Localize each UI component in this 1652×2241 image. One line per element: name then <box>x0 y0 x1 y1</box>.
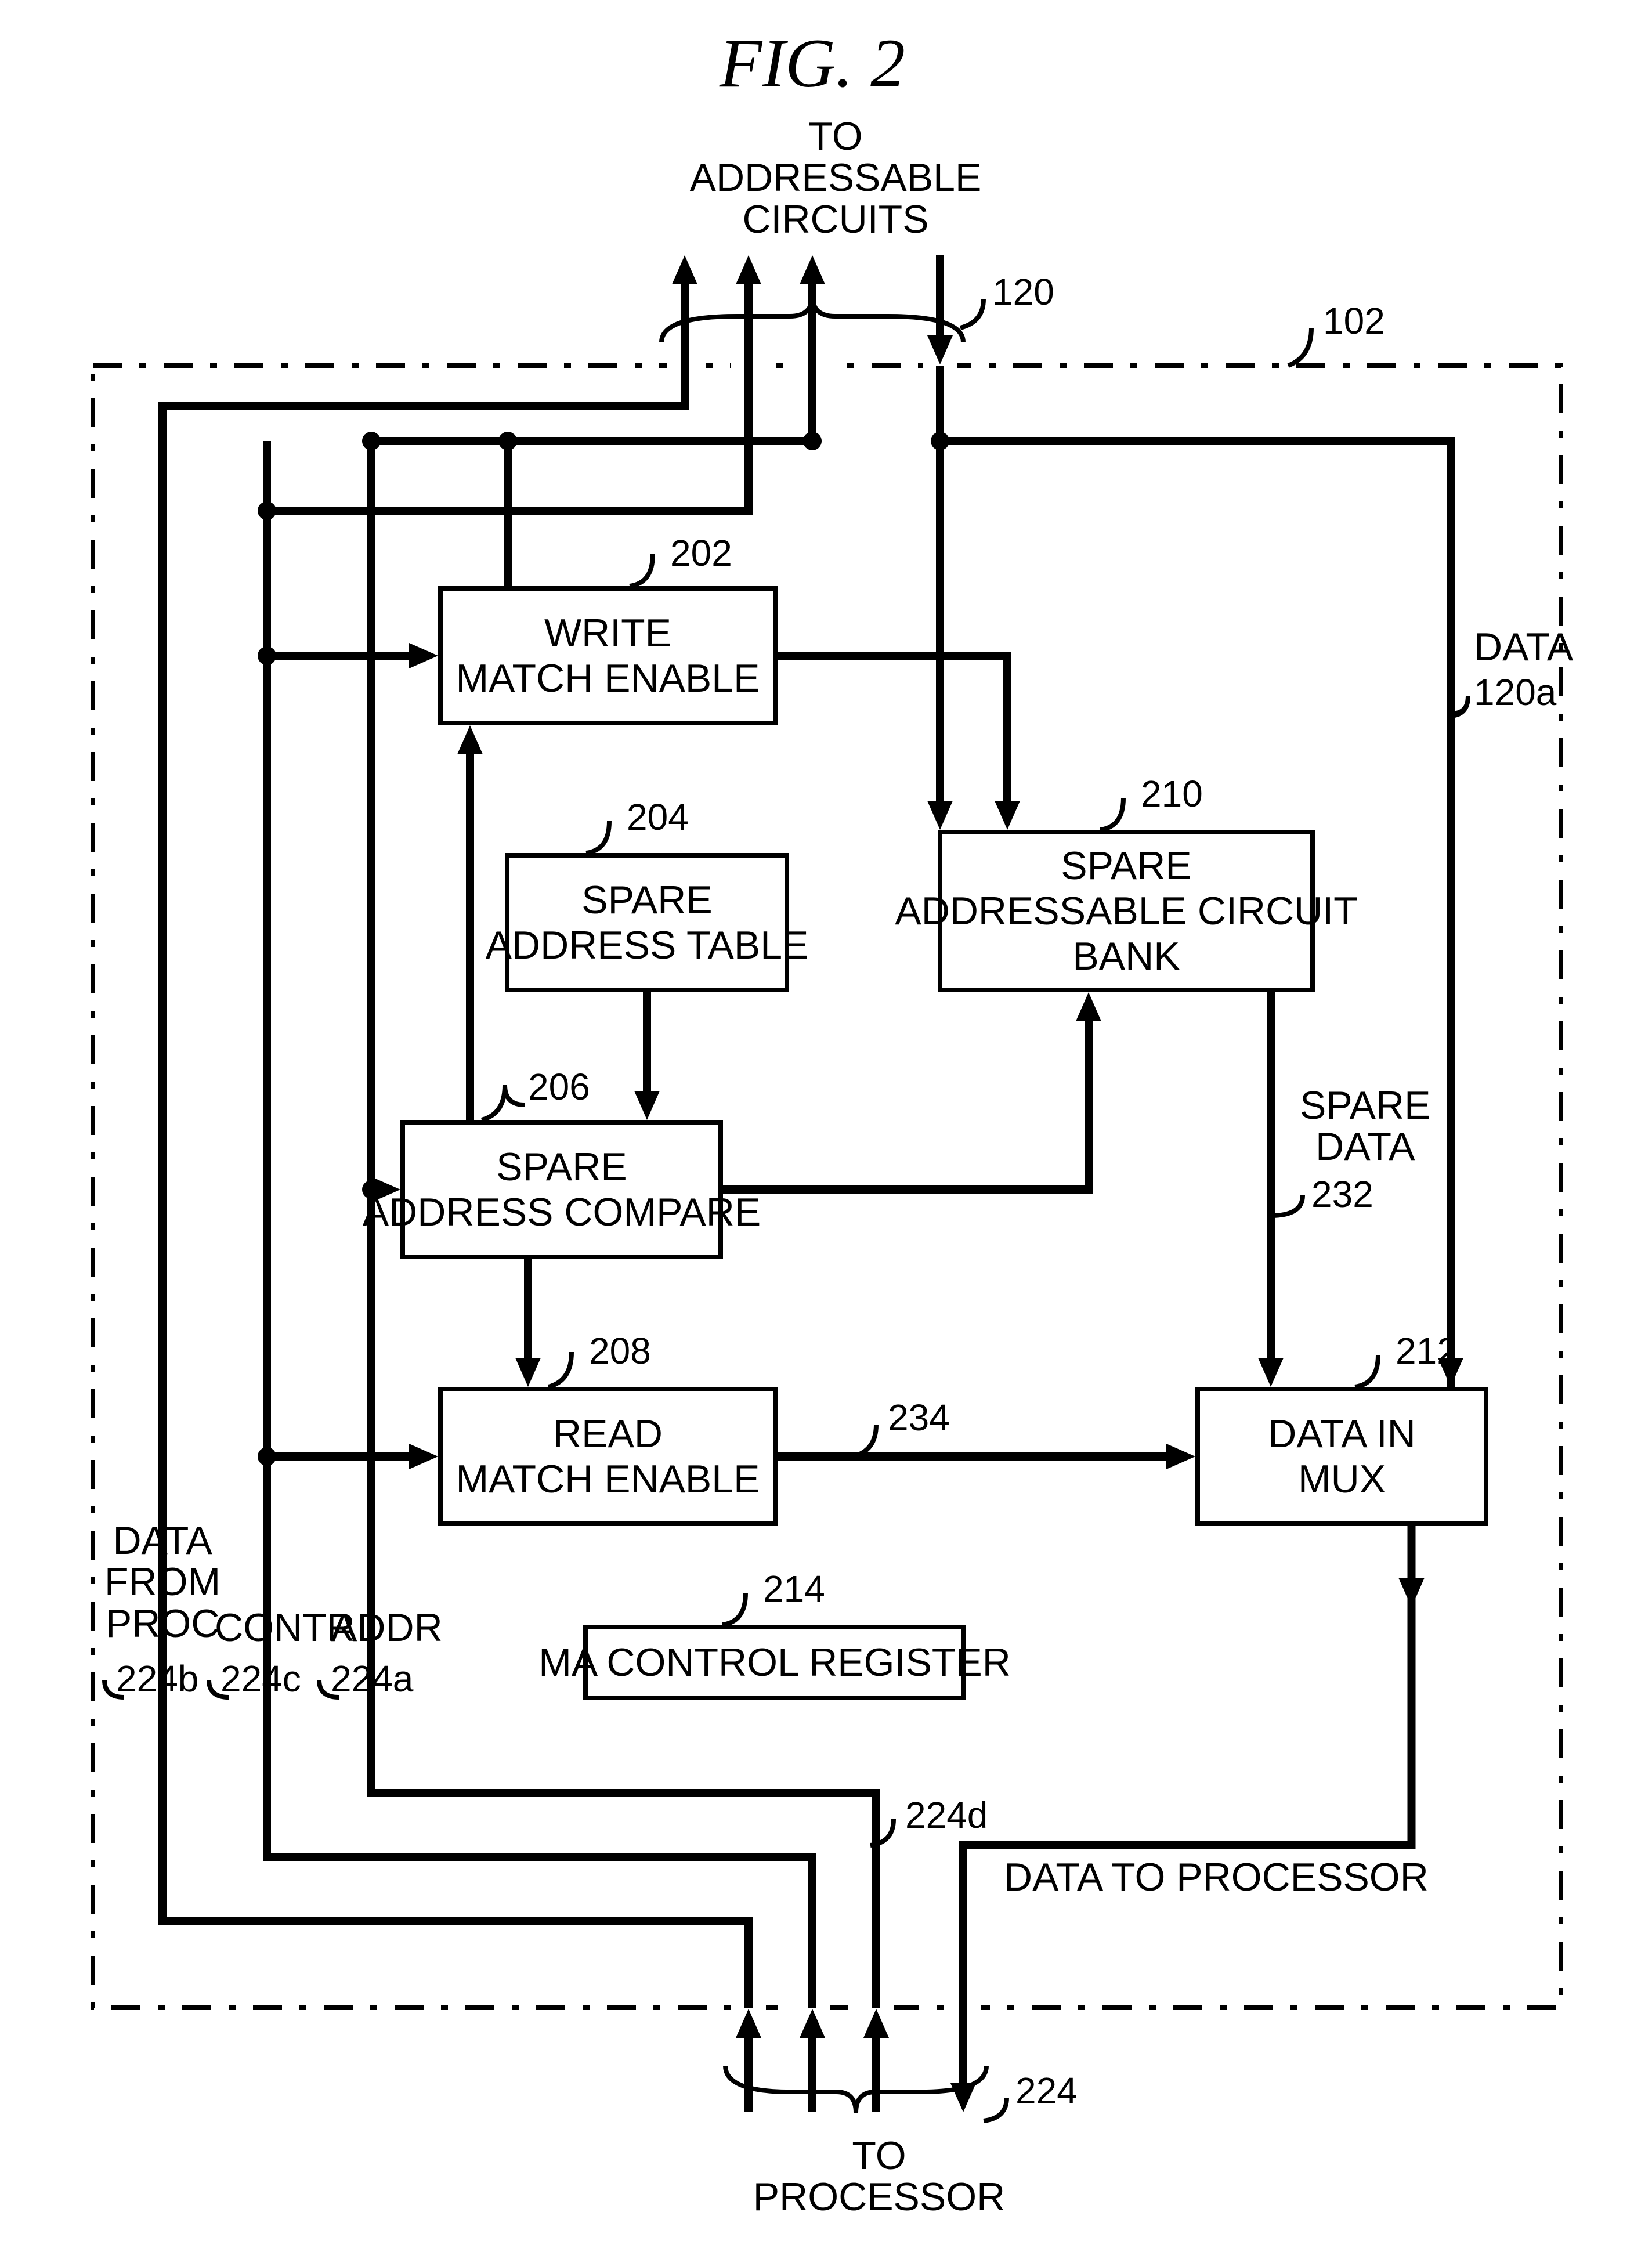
label-to-processor: TO PROCESSOR <box>737 2135 1021 2218</box>
block-spare-address-table: SPARE ADDRESS TABLE <box>505 853 789 992</box>
ref-202: 202 <box>670 534 732 573</box>
ref-120: 120 <box>992 273 1054 312</box>
block-label: WRITE MATCH ENABLE <box>456 610 760 701</box>
ref-206: 206 <box>528 1068 590 1107</box>
block-label: SPARE ADDRESSABLE CIRCUIT BANK <box>895 843 1357 979</box>
figure-stage: FIG. 2 TO ADDRESSABLE CIRCUITS TO PROCES… <box>0 0 1652 2241</box>
ref-224: 224 <box>1015 2072 1078 2110</box>
ref-224b: 224b <box>116 1660 198 1698</box>
ref-224d: 224d <box>905 1796 988 1835</box>
ref-212: 212 <box>1396 1332 1458 1371</box>
block-label: DATA IN MUX <box>1268 1411 1415 1502</box>
block-data-in-mux: DATA IN MUX <box>1195 1387 1488 1526</box>
ref-204: 204 <box>627 798 689 837</box>
block-label: SPARE ADDRESS TABLE <box>486 877 809 968</box>
label-data: DATA <box>1474 627 1573 668</box>
label-addr: ADDR <box>331 1607 443 1649</box>
block-ma-control-register: MA CONTROL REGISTER <box>583 1625 966 1700</box>
ref-210: 210 <box>1141 775 1203 814</box>
ref-214: 214 <box>763 1570 825 1609</box>
block-read-match-enable: READ MATCH ENABLE <box>438 1387 778 1526</box>
ref-102: 102 <box>1323 302 1385 341</box>
block-write-match-enable: WRITE MATCH ENABLE <box>438 586 778 725</box>
block-label: MA CONTROL REGISTER <box>538 1640 1011 1685</box>
ref-224c: 224c <box>220 1660 301 1698</box>
label-data-to-processor: DATA TO PROCESSOR <box>1004 1857 1429 1898</box>
label-to-addressable-circuits: TO ADDRESSABLE CIRCUITS <box>661 116 1010 240</box>
block-spare-addr-circuit-bank: SPARE ADDRESSABLE CIRCUIT BANK <box>938 830 1315 992</box>
label-data-from-proc: DATA FROM PROC <box>104 1520 220 1644</box>
ref-224a: 224a <box>331 1660 413 1698</box>
ref-234: 234 <box>888 1398 950 1437</box>
ref-120a: 120a <box>1474 673 1556 712</box>
block-label: SPARE ADDRESS COMPARE <box>363 1144 761 1235</box>
block-label: READ MATCH ENABLE <box>456 1411 760 1502</box>
ref-208: 208 <box>589 1332 651 1371</box>
label-spare-data: SPARE DATA <box>1300 1085 1430 1168</box>
ref-232: 232 <box>1311 1175 1373 1214</box>
figure-title: FIG. 2 <box>580 23 1044 103</box>
block-spare-address-compare: SPARE ADDRESS COMPARE <box>400 1120 723 1259</box>
